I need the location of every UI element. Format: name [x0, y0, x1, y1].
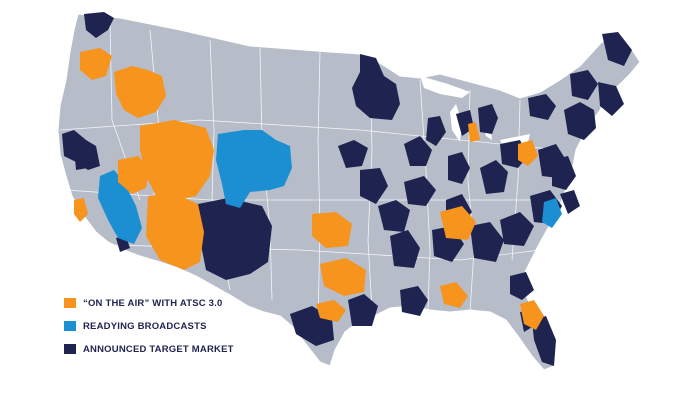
market-memphis [390, 230, 420, 268]
market-maine [602, 32, 632, 66]
market-oklahomacity [312, 212, 352, 248]
market-chicago [404, 136, 432, 166]
legend-label-readying: READYING BROADCASTS [83, 320, 207, 332]
market-houston [348, 294, 378, 326]
market-spokane [114, 66, 166, 118]
market-losangeles [98, 170, 142, 244]
market-atlanta [470, 222, 504, 262]
legend-label-announced: ANNOUNCED TARGET MARKET [83, 343, 234, 355]
market-buffalo [528, 94, 556, 120]
market-greensboro [542, 198, 562, 228]
market-miami [532, 316, 556, 366]
market-albuquerque [146, 194, 204, 270]
legend-swatch-announced [64, 344, 76, 354]
legend-item-on-air: “ON THE AIR” WITH ATSC 3.0 [64, 296, 234, 310]
market-lasvegas [118, 156, 150, 194]
market-charlotte [500, 212, 534, 246]
market-stlouis [404, 176, 436, 206]
market-jacksonville [510, 272, 534, 300]
legend-swatch-readying [64, 321, 76, 331]
market-minneapolis [352, 54, 400, 120]
market-santa-barbara [74, 198, 88, 222]
market-boston [598, 82, 624, 116]
market-denver [216, 130, 292, 208]
legend-item-readying: READYING BROADCASTS [64, 319, 234, 333]
map-legend: “ON THE AIR” WITH ATSC 3.0 READYING BROA… [64, 296, 234, 365]
market-saltlake [140, 120, 214, 200]
market-albany [570, 70, 598, 100]
legend-label-on-air: “ON THE AIR” WITH ATSC 3.0 [83, 297, 223, 309]
market-sacramento [74, 146, 88, 170]
announced-markets [62, 12, 632, 366]
great-lakes [420, 76, 530, 148]
market-neworleans [400, 286, 428, 316]
market-dallas [320, 258, 366, 296]
market-milwaukee [426, 116, 446, 146]
market-orlando [520, 300, 544, 330]
market-desmoines [338, 140, 368, 168]
market-seattle [84, 12, 114, 38]
market-lansing [468, 122, 480, 142]
market-indy-orange [440, 206, 476, 240]
market-mobile [440, 282, 468, 308]
us-landmass [57, 13, 641, 371]
market-phoenix [198, 198, 272, 280]
market-kansascity [378, 200, 410, 232]
market-austin [316, 300, 346, 322]
market-omaha [360, 168, 388, 204]
market-richmond [560, 190, 580, 214]
readying-markets [98, 130, 562, 244]
market-cincinnati [480, 160, 508, 194]
on-air-markets [74, 48, 544, 330]
market-cleveland [518, 140, 538, 166]
market-detroit [478, 104, 498, 134]
market-newyork [564, 102, 596, 140]
market-indianapolis [448, 152, 470, 184]
market-baltimore [552, 156, 576, 190]
legend-swatch-on-air [64, 298, 76, 308]
legend-item-announced: ANNOUNCED TARGET MARKET [64, 342, 234, 356]
market-boise [80, 48, 112, 80]
